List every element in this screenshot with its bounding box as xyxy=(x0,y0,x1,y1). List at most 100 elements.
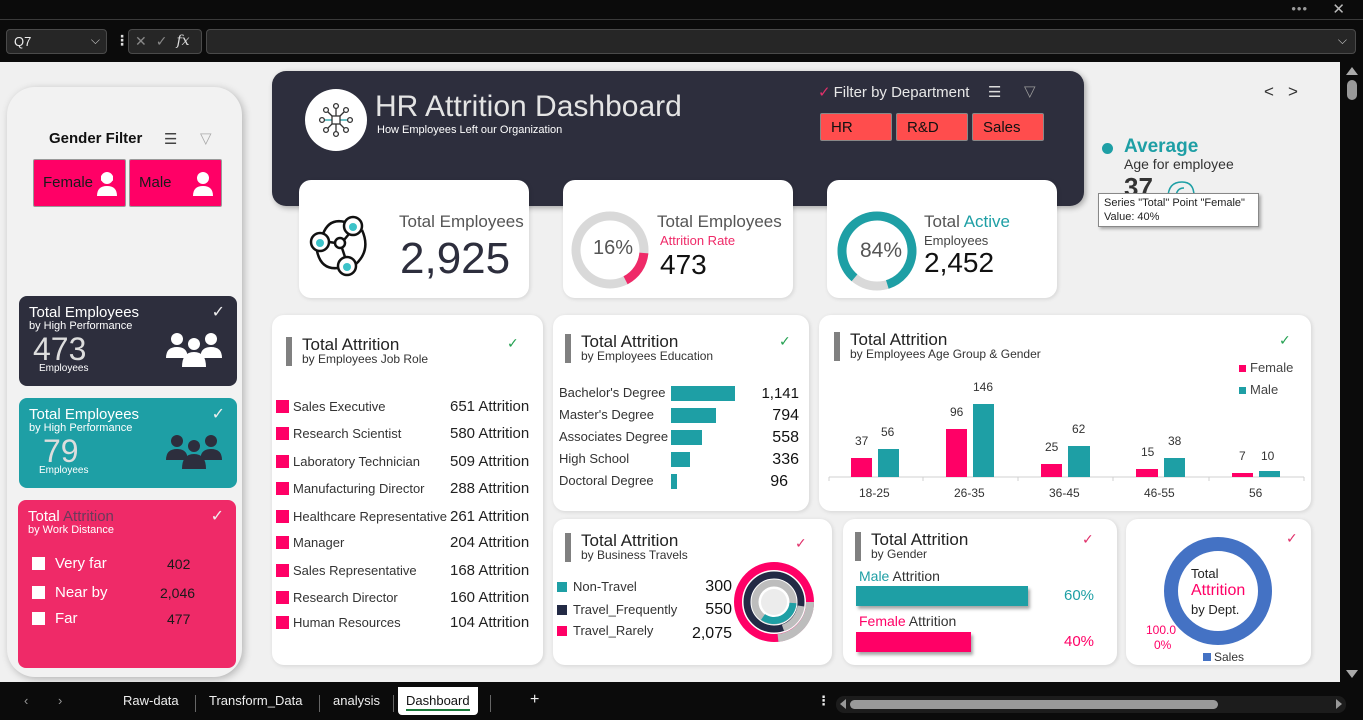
check-icon: ✓ xyxy=(1082,531,1094,547)
check-icon: ✓ xyxy=(507,335,519,351)
gender-attrition-panel: Total Attrition by Gender ✓ Male Attritio… xyxy=(843,519,1117,665)
travel-row-non-travel[interactable]: Non-Travel 300 xyxy=(557,578,732,595)
clear-filter-icon[interactable]: ▽ xyxy=(200,130,212,147)
multi-select-icon[interactable]: ☰ xyxy=(164,131,178,148)
job-role-row[interactable]: Research Scientist 580 Attrition xyxy=(276,425,529,442)
department-attrition-panel: ✓ Total Attrition by Dept. 100.0 0% Sale… xyxy=(1126,519,1311,665)
dept-data-label: 0% xyxy=(1154,638,1172,652)
distance-row-very-far[interactable]: Very far 402 xyxy=(32,555,190,572)
gender-button-female[interactable]: Female xyxy=(33,159,126,207)
job-role-row[interactable]: Healthcare Representative 261 Attrition xyxy=(276,508,529,525)
gender-button-label: Male xyxy=(139,174,172,191)
tab-dashboard[interactable]: Dashboard xyxy=(398,687,478,715)
kpi-label: Total Employees xyxy=(657,212,782,231)
section-title: Total Attrition by Business Travels xyxy=(565,532,688,562)
female-attrition-bar xyxy=(856,632,971,652)
high-performance-card-1[interactable]: Total Employees by High Performance 473 … xyxy=(19,296,237,386)
kpi-active-employees: 84% Total Active Employees 2,452 xyxy=(827,180,1057,298)
attrition-percent: 16% xyxy=(593,237,634,259)
kpi-attrition-rate: 16% Total Employees Attrition Rate 473 xyxy=(563,180,793,298)
tabs-options-icon[interactable]: ⋮ xyxy=(817,693,830,708)
check-icon: ✓ xyxy=(210,508,224,525)
job-role-row[interactable]: Sales Representative 168 Attrition xyxy=(276,562,529,579)
name-box[interactable]: Q7 ⌵ xyxy=(6,29,107,54)
tab-analysis[interactable]: analysis xyxy=(333,693,380,708)
job-role-row[interactable]: Laboratory Technician 509 Attrition xyxy=(276,453,529,470)
job-role-row[interactable]: Manufacturing Director 288 Attrition xyxy=(276,480,529,497)
job-role-row[interactable]: Sales Executive 651 Attrition xyxy=(276,398,529,415)
card-title: Total Employees xyxy=(29,406,140,423)
formula-bar-handle[interactable]: ⋮ xyxy=(115,32,129,48)
education-row[interactable]: High School 336 xyxy=(559,451,799,468)
people-group-icon xyxy=(166,435,222,469)
sheet-tabs-bar: ‹ › Raw-data Transform_Data analysis Das… xyxy=(0,687,1363,720)
dashboard-subtitle: How Employees Left our Organization xyxy=(377,124,563,136)
card-value: 473 xyxy=(33,331,87,367)
multi-select-icon[interactable]: ☰ xyxy=(988,84,1002,101)
vertical-scrollbar[interactable] xyxy=(1342,62,1363,682)
expand-formula-icon[interactable]: ⌵ xyxy=(1337,33,1347,47)
window-titlebar: ••• ✕ xyxy=(0,0,1363,20)
card-subtitle: by High Performance xyxy=(29,320,133,332)
people-group-icon xyxy=(166,333,222,367)
check-icon: ✓ xyxy=(211,304,225,321)
check-icon: ✓ xyxy=(795,535,807,551)
dashboard-sheet: Gender Filter ☰ ▽ Female Male Total Empl… xyxy=(0,62,1340,682)
next-sheet-icon[interactable]: › xyxy=(58,693,63,708)
checkbox[interactable] xyxy=(32,586,45,599)
kpi-label: Total Employees xyxy=(399,212,524,231)
next-arrow[interactable]: > xyxy=(1287,82,1312,101)
dept-data-label: 100.0 xyxy=(1146,623,1177,637)
job-role-row[interactable]: Research Director 160 Attrition xyxy=(276,589,529,606)
dept-button-rd[interactable]: R&D xyxy=(896,113,968,141)
clear-filter-icon[interactable]: ▽ xyxy=(1024,83,1036,100)
formula-input[interactable]: ⌵ xyxy=(206,29,1356,54)
education-panel: Total Attrition by Employees Education ✓ … xyxy=(553,315,809,511)
checkbox[interactable] xyxy=(32,612,45,625)
travel-row-rarely[interactable]: Travel_Rarely 2,075 xyxy=(557,623,732,642)
education-row[interactable]: Bachelor's Degree 1,141 xyxy=(559,385,799,402)
tab-raw-data[interactable]: Raw-data xyxy=(123,693,179,708)
prev-arrow[interactable]: < xyxy=(1264,82,1288,101)
legend-male: Male xyxy=(1239,382,1278,397)
job-role-row[interactable]: Human Resources 104 Attrition xyxy=(276,614,529,631)
add-sheet-icon[interactable]: + xyxy=(530,691,540,708)
high-performance-card-2[interactable]: Total Employees by High Performance 79 E… xyxy=(19,398,237,488)
distance-row-far[interactable]: Far 477 xyxy=(32,610,190,627)
gender-button-label: Female xyxy=(43,174,94,191)
insert-function-icon[interactable]: fx xyxy=(176,33,190,49)
dept-center-line2: Attrition xyxy=(1191,582,1246,599)
kpi-value: 2,452 xyxy=(924,247,995,278)
dept-center-line1: Total xyxy=(1191,566,1219,581)
education-row[interactable]: Doctoral Degree 96 xyxy=(559,473,788,490)
horizontal-scrollbar[interactable] xyxy=(836,696,1346,713)
education-row[interactable]: Master's Degree 794 xyxy=(559,407,799,424)
tab-transform-data[interactable]: Transform_Data xyxy=(209,693,303,708)
more-options-icon[interactable]: ••• xyxy=(1291,1,1308,16)
cancel-icon[interactable]: ✕ xyxy=(135,33,147,49)
dept-center-line3: by Dept. xyxy=(1191,602,1240,617)
enter-icon[interactable]: ✓ xyxy=(155,33,168,49)
checkbox[interactable] xyxy=(32,557,45,570)
network-nodes-icon xyxy=(309,215,367,277)
gender-button-male[interactable]: Male xyxy=(129,159,222,207)
card-subtitle: by High Performance xyxy=(29,422,133,434)
check-icon: ✓ xyxy=(1286,530,1298,546)
travel-row-frequently[interactable]: Travel_Frequently 550 xyxy=(557,601,732,618)
job-role-row[interactable]: Manager 204 Attrition xyxy=(276,534,529,551)
male-attrition-label: Male Attrition xyxy=(859,568,940,584)
chevron-down-icon[interactable]: ⌵ xyxy=(90,33,100,47)
dashboard-title: HR Attrition Dashboard xyxy=(375,90,682,123)
education-row[interactable]: Associates Degree 558 xyxy=(559,429,799,446)
department-donut-chart xyxy=(1164,537,1272,645)
section-title: Total Attrition by Employees Age Group & … xyxy=(834,331,1041,361)
formula-bar: Q7 ⌵ ⋮ ✕ ✓ fx ⌵ xyxy=(0,21,1363,61)
distance-row-near-by[interactable]: Near by 2,046 xyxy=(32,584,195,601)
prev-sheet-icon[interactable]: ‹ xyxy=(24,693,29,708)
travel-donut-chart xyxy=(734,562,815,642)
average-title: Average xyxy=(1124,136,1199,157)
dept-button-hr[interactable]: HR xyxy=(820,113,892,141)
dept-button-sales[interactable]: Sales xyxy=(972,113,1044,141)
slide-navigation: <> xyxy=(1264,82,1312,102)
close-window-icon[interactable]: ✕ xyxy=(1332,1,1345,18)
